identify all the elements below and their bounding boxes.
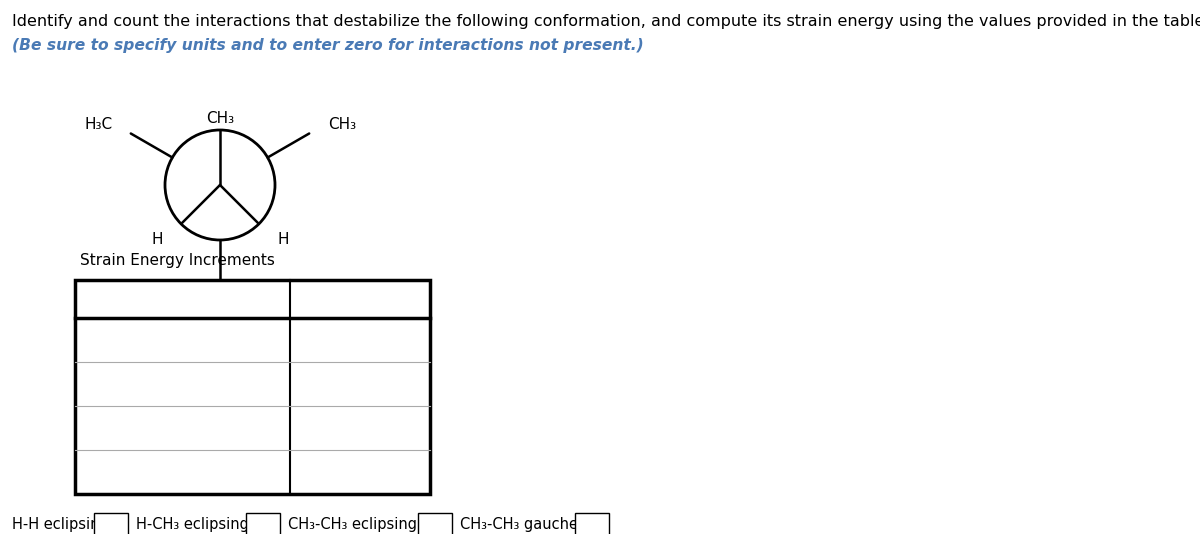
Text: v: v (432, 519, 438, 529)
Text: H: H (277, 232, 289, 247)
Bar (74, 280, 430, 494)
Text: CH₃: CH₃ (328, 117, 356, 132)
Text: Identify and count the interactions that destabilize the following conformation,: Identify and count the interactions that… (12, 14, 1200, 29)
Text: CH₃: CH₃ (206, 288, 234, 303)
Bar (575, 513, 610, 534)
Text: Strain (kJ/mol): Strain (kJ/mol) (298, 292, 422, 307)
Text: H₃C: H₃C (84, 117, 113, 132)
Text: H-CH₃ eclipsing: H-CH₃ eclipsing (136, 516, 248, 531)
Text: 6.0: 6.0 (300, 376, 323, 391)
Text: H ↔ H eclipsing: H ↔ H eclipsing (85, 333, 198, 348)
Bar (94, 513, 128, 534)
Text: CH₃-CH₃ gauche: CH₃-CH₃ gauche (460, 516, 578, 531)
Text: v: v (259, 519, 266, 529)
Text: CH₃ ↔ CH₃ gauche: CH₃ ↔ CH₃ gauche (85, 465, 220, 480)
Bar (246, 513, 280, 534)
Text: Interaction: Interaction (136, 292, 230, 307)
Text: Strain Energy Increments: Strain Energy Increments (80, 253, 275, 268)
Text: ✓: ✓ (587, 519, 596, 529)
Text: H-H eclipsing: H-H eclipsing (12, 516, 109, 531)
Text: H ↔ CH₃ eclipsing: H ↔ CH₃ eclipsing (85, 376, 214, 391)
Text: v: v (108, 519, 114, 529)
Text: CH₃: CH₃ (206, 111, 234, 126)
Text: CH₃-CH₃ eclipsing: CH₃-CH₃ eclipsing (288, 516, 418, 531)
Text: 4.0: 4.0 (300, 333, 323, 348)
Text: 11.0: 11.0 (300, 420, 332, 436)
Text: CH₃ ↔ CH₃ eclipsing: CH₃ ↔ CH₃ eclipsing (85, 420, 230, 436)
Text: (Be sure to specify units and to enter zero for interactions not present.): (Be sure to specify units and to enter z… (12, 38, 643, 53)
Bar (418, 513, 452, 534)
Text: 3.8: 3.8 (300, 465, 323, 480)
Text: H: H (151, 232, 162, 247)
